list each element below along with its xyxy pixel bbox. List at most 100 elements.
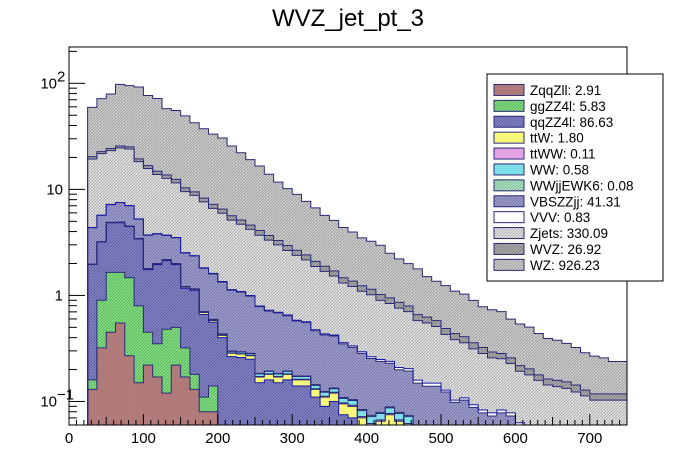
- bar-ZqqZll-bin-5: [115, 322, 126, 425]
- series-outline-WZ: [69, 83, 627, 426]
- bar-hatch-WZ-bin-38: [422, 276, 432, 318]
- bar-hatch-Zjets-bin-21: [264, 240, 274, 311]
- bar-hatch-qqZZ4l-bin-18: [236, 357, 246, 425]
- bar-hatch-VBSZZjj-bin-15: [208, 273, 219, 320]
- bar-hatch-Zjets-bin-8: [143, 168, 153, 235]
- bar-hatch-VBSZZjj-bin-46: [496, 412, 507, 425]
- bar-hatch-qqZZ4l-bin-21: [264, 379, 274, 425]
- bar-hatch-Zjets-bin-45: [487, 357, 498, 413]
- bar-VVV-bin-35: [394, 367, 405, 370]
- bar-hatch-Zjets-bin-47: [506, 363, 516, 413]
- bar-hatch-Zjets-bin-14: [199, 201, 209, 268]
- bar-hatch-Zjets-bin-43: [468, 348, 479, 405]
- bar-WW-bin-19: [245, 353, 256, 356]
- bar-VVV-bin-36: [403, 368, 414, 371]
- bar-hatch-WZ-bin-50: [534, 333, 544, 375]
- bar-VVV-bin-32: [366, 356, 377, 359]
- bar-ttW-bin-34: [385, 414, 395, 425]
- bar-ttW-bin-20: [255, 377, 265, 383]
- bar-hatch-qqZZ4l-bin-7: [134, 239, 144, 306]
- bar-hatch-WWjjEWK6-bin-32: [366, 415, 377, 417]
- bar-hatch-qqZZ4l-bin-14: [199, 314, 209, 398]
- bar-hatch-VBSZZjj-bin-40: [441, 391, 451, 425]
- bar-hatch-VBSZZjj-bin-33: [375, 361, 386, 413]
- bar-hatch-ggZZ4l-bin-8: [143, 332, 153, 366]
- x-tick-label: 600: [503, 430, 528, 447]
- bar-hatch-VBSZZjj-bin-11: [171, 237, 181, 264]
- bar-hatch-Zjets-bin-11: [171, 182, 181, 238]
- bar-hatch-WVZ-bin-7: [134, 158, 144, 162]
- legend-entry-WZ: WZ: 926.23: [493, 258, 600, 273]
- bar-hatch-WZ-bin-39: [431, 281, 442, 321]
- bar-VVV-bin-30: [348, 345, 358, 348]
- bar-ttWW-bin-31: [357, 416, 367, 418]
- bar-hatch-WZ-bin-7: [134, 86, 144, 159]
- y-tick-exponent: 2: [57, 68, 65, 85]
- bar-ZqqZll-bin-9: [152, 377, 163, 425]
- series-outline-VVV: [69, 201, 627, 426]
- bar-hatch-WVZ-bin-20: [255, 230, 265, 236]
- legend-entry-ttW: ttW: 1.80: [493, 131, 584, 146]
- legend-entry-qqZZ4l: qqZZ4l: 86.63: [493, 115, 613, 130]
- bar-WW-bin-16: [217, 334, 228, 336]
- bar-ttW-bin-35: [394, 421, 405, 425]
- bar-hatch-WZ-bin-17: [227, 146, 237, 216]
- bar-WW-bin-27: [320, 392, 330, 397]
- legend-swatch-hatch: [494, 227, 524, 239]
- bar-hatch-VBSZZjj-bin-47: [506, 415, 516, 425]
- series-Zjets: [87, 148, 628, 425]
- bar-hatch-qqZZ4l-bin-6: [124, 226, 135, 278]
- bar-ttW-bin-29: [338, 403, 349, 415]
- bar-hatch-WVZ-bin-43: [468, 342, 479, 349]
- series-outline-WVZ: [69, 145, 627, 426]
- bar-hatch-qqZZ4l-bin-5: [115, 222, 126, 273]
- bar-hatch-qqZZ4l-bin-20: [255, 382, 265, 425]
- bar-hatch-qqZZ4l-bin-8: [143, 269, 153, 333]
- legend-entry-VBSZZjj: VBSZZjj: 41.31: [493, 194, 621, 209]
- legend-swatch-hatch: [494, 179, 524, 191]
- bar-WW-bin-34: [385, 407, 395, 414]
- bar-hatch-VBSZZjj-bin-19: [245, 296, 256, 354]
- bar-hatch-qqZZ4l-bin-29: [338, 414, 349, 425]
- bar-ttW-bin-27: [320, 397, 330, 407]
- legend-swatch: [493, 211, 525, 224]
- bar-hatch-Zjets-bin-2: [87, 158, 98, 228]
- bar-ZqqZll-bin-13: [189, 389, 200, 425]
- bar-VVV-bin-48: [515, 422, 525, 425]
- bar-hatch-WVZ-bin-31: [357, 285, 367, 292]
- bar-WW-bin-26: [310, 385, 321, 389]
- bar-hatch-Zjets-bin-28: [329, 276, 339, 335]
- y-tick-label: 10: [46, 181, 63, 198]
- bar-VVV-bin-27: [320, 333, 330, 335]
- legend-entry-VVV: VVV: 0.83: [493, 210, 590, 225]
- legend-label: VBSZZjj: 41.31: [530, 194, 621, 209]
- bar-hatch-qqZZ4l-bin-9: [152, 264, 163, 344]
- bar-hatch-WZ-bin-26: [310, 207, 321, 262]
- bar-hatch-Zjets-bin-16: [217, 213, 228, 282]
- x-tick-label: 500: [428, 430, 453, 447]
- bar-hatch-Zjets-bin-49: [524, 374, 535, 425]
- bar-hatch-Zjets-bin-9: [152, 174, 163, 234]
- bar-hatch-qqZZ4l-bin-15: [208, 322, 219, 386]
- bar-hatch-VBSZZjj-bin-12: [180, 252, 191, 287]
- bar-ZqqZll-bin-7: [134, 382, 144, 425]
- bar-hatch-Zjets-bin-53: [561, 388, 572, 425]
- bar-hatch-WWjjEWK6-bin-35: [394, 412, 405, 414]
- bar-hatch-WZ-bin-43: [468, 300, 479, 343]
- bar-hatch-WVZ-bin-37: [413, 314, 423, 321]
- legend-label: VVV: 0.83: [530, 210, 590, 225]
- bar-hatch-WZ-bin-8: [143, 95, 153, 166]
- bar-hatch-VBSZZjj-bin-35: [394, 369, 405, 413]
- x-tick-label: 0: [65, 430, 73, 447]
- bar-hatch-WVZ-bin-57: [599, 393, 609, 401]
- bar-VVV-bin-29: [338, 342, 349, 344]
- bar-hatch-WVZ-bin-30: [348, 281, 358, 287]
- bar-hatch-Zjets-bin-33: [375, 300, 386, 360]
- bar-hatch-WZ-bin-23: [282, 188, 293, 246]
- bar-hatch-WVZ-bin-35: [394, 302, 405, 309]
- bar-hatch-WZ-bin-11: [171, 110, 181, 180]
- bar-hatch-WVZ-bin-56: [589, 393, 600, 401]
- bar-ttWW-bin-34: [385, 413, 395, 415]
- bar-WW-bin-33: [375, 413, 386, 420]
- bar-WW-bin-28: [329, 388, 339, 393]
